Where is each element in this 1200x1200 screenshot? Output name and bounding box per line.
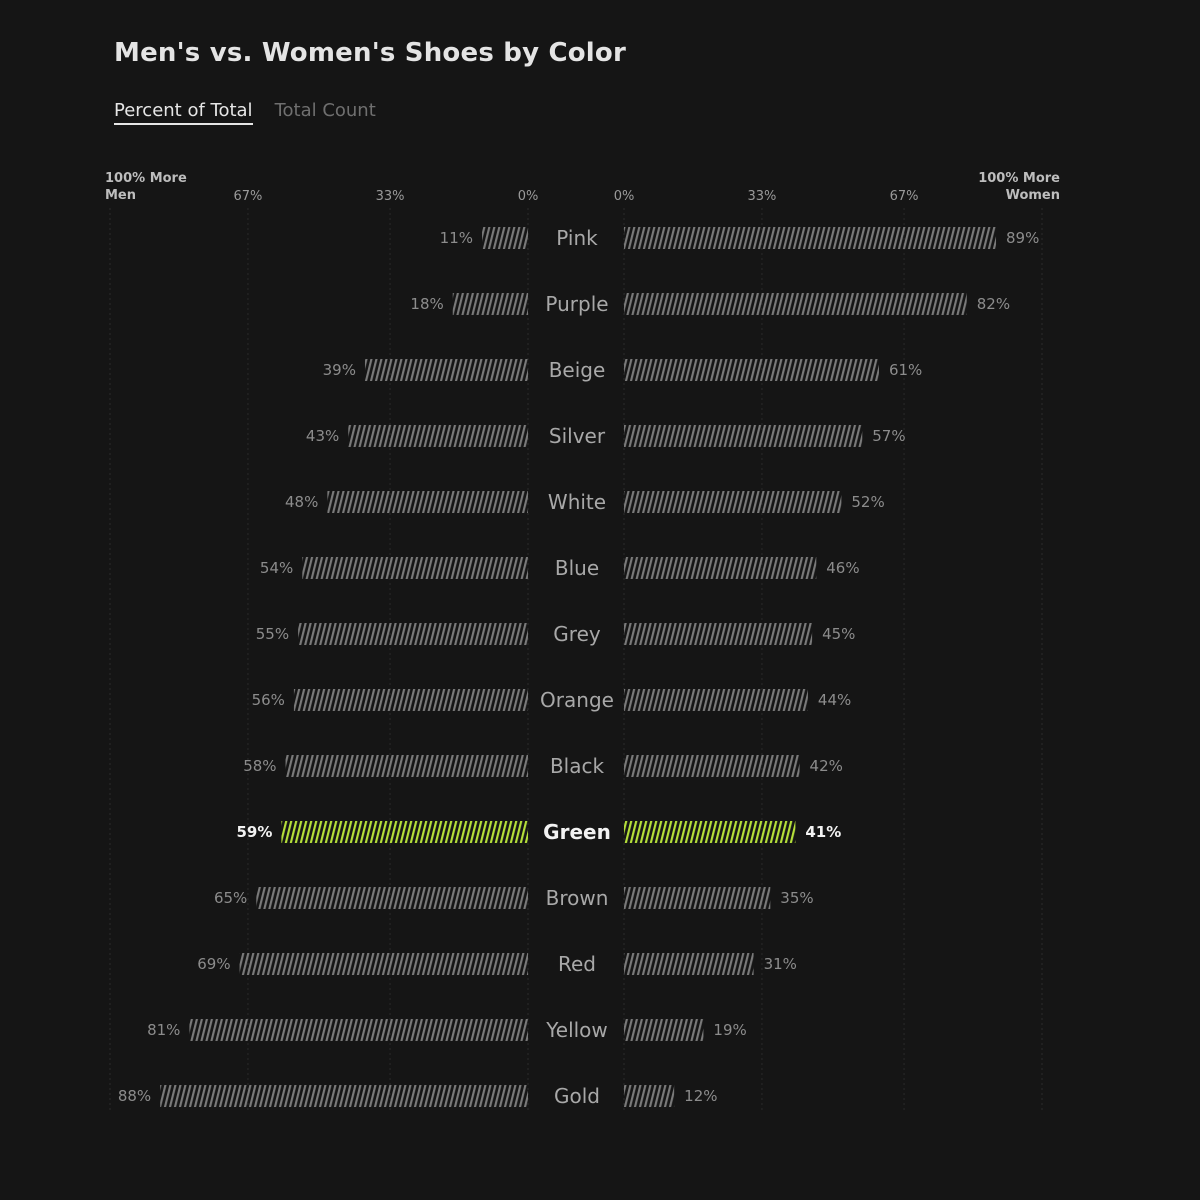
women-bar: [624, 425, 863, 447]
left-end-label-line1: 100% More: [105, 171, 187, 186]
women-value-label: 82%: [977, 295, 1010, 313]
men-value-label: 65%: [214, 889, 247, 907]
women-bar: [624, 491, 842, 513]
women-bar: [624, 689, 808, 711]
category-label: Yellow: [545, 1018, 608, 1042]
women-value-label: 52%: [851, 493, 884, 511]
men-value-label: 56%: [252, 691, 285, 709]
men-value-label: 55%: [256, 625, 289, 643]
women-bar: [624, 557, 817, 579]
category-label: Orange: [540, 688, 614, 712]
women-value-label: 42%: [810, 757, 843, 775]
women-bar: [624, 623, 813, 645]
men-bar: [160, 1085, 528, 1107]
category-label: Pink: [556, 226, 598, 250]
women-bar: [624, 887, 771, 909]
women-value-label: 89%: [1006, 229, 1039, 247]
men-value-label: 69%: [197, 955, 230, 973]
right-end-label-line2: Women: [1006, 188, 1060, 203]
men-bar: [239, 953, 528, 975]
men-bar: [281, 821, 528, 843]
left-tick-label: 33%: [376, 189, 405, 204]
men-value-label: 88%: [118, 1087, 151, 1105]
left-end-label-line2: Men: [105, 188, 136, 203]
women-value-label: 46%: [826, 559, 859, 577]
men-bar: [452, 293, 528, 315]
category-label: Silver: [549, 424, 606, 448]
men-bar: [189, 1019, 529, 1041]
women-bar: [624, 227, 997, 249]
category-label: Blue: [555, 556, 599, 580]
women-value-label: 61%: [889, 361, 922, 379]
category-label: Brown: [546, 886, 609, 910]
women-value-label: 45%: [822, 625, 855, 643]
men-bar: [364, 359, 528, 381]
men-bar: [348, 425, 528, 447]
category-label: Red: [558, 952, 596, 976]
women-bar: [624, 755, 800, 777]
men-bar: [298, 623, 528, 645]
women-bar: [624, 953, 754, 975]
women-bar: [624, 821, 796, 843]
chart-title: Men's vs. Women's Shoes by Color: [114, 38, 627, 68]
right-end-label-line1: 100% More: [978, 171, 1060, 186]
women-value-label: 19%: [713, 1021, 746, 1039]
category-label: Black: [550, 754, 605, 778]
right-tick-label: 33%: [747, 189, 776, 204]
men-bar: [302, 557, 528, 579]
men-bar: [482, 227, 528, 249]
category-label: Beige: [549, 358, 606, 382]
men-value-label: 48%: [285, 493, 318, 511]
women-bar: [624, 1019, 704, 1041]
men-value-label: 43%: [306, 427, 339, 445]
women-value-label: 41%: [805, 823, 841, 841]
category-label: Gold: [554, 1084, 600, 1108]
men-value-label: 18%: [410, 295, 443, 313]
men-bar: [327, 491, 528, 513]
tab-total-count[interactable]: Total Count: [274, 100, 376, 121]
category-label: Green: [543, 820, 611, 844]
diverging-bar-chart: 67% 33% 0% 0% 33% 67% 100% More Men 100% More Wom…: [105, 171, 1060, 1110]
men-bar: [293, 689, 528, 711]
men-value-label: 81%: [147, 1021, 180, 1039]
women-value-label: 57%: [872, 427, 905, 445]
left-tick-label: 0%: [518, 189, 539, 204]
tab-bar: Percent of Total Total Count: [114, 100, 376, 125]
right-tick-label: 67%: [890, 189, 919, 204]
women-bar: [624, 293, 967, 315]
men-value-label: 58%: [243, 757, 276, 775]
men-bar: [256, 887, 528, 909]
men-value-label: 11%: [440, 229, 473, 247]
women-value-label: 31%: [764, 955, 797, 973]
men-value-label: 59%: [236, 823, 272, 841]
men-value-label: 54%: [260, 559, 293, 577]
category-label: White: [548, 490, 606, 514]
men-bar: [285, 755, 528, 777]
women-value-label: 35%: [780, 889, 813, 907]
men-value-label: 39%: [323, 361, 356, 379]
right-tick-label: 0%: [614, 189, 635, 204]
left-tick-label: 67%: [233, 189, 262, 204]
women-value-label: 12%: [684, 1087, 717, 1105]
women-bar: [624, 1085, 675, 1107]
category-label: Grey: [553, 622, 601, 646]
tab-percent-of-total[interactable]: Percent of Total: [114, 100, 253, 125]
women-bar: [624, 359, 879, 381]
category-label: Purple: [545, 292, 608, 316]
women-value-label: 44%: [818, 691, 851, 709]
